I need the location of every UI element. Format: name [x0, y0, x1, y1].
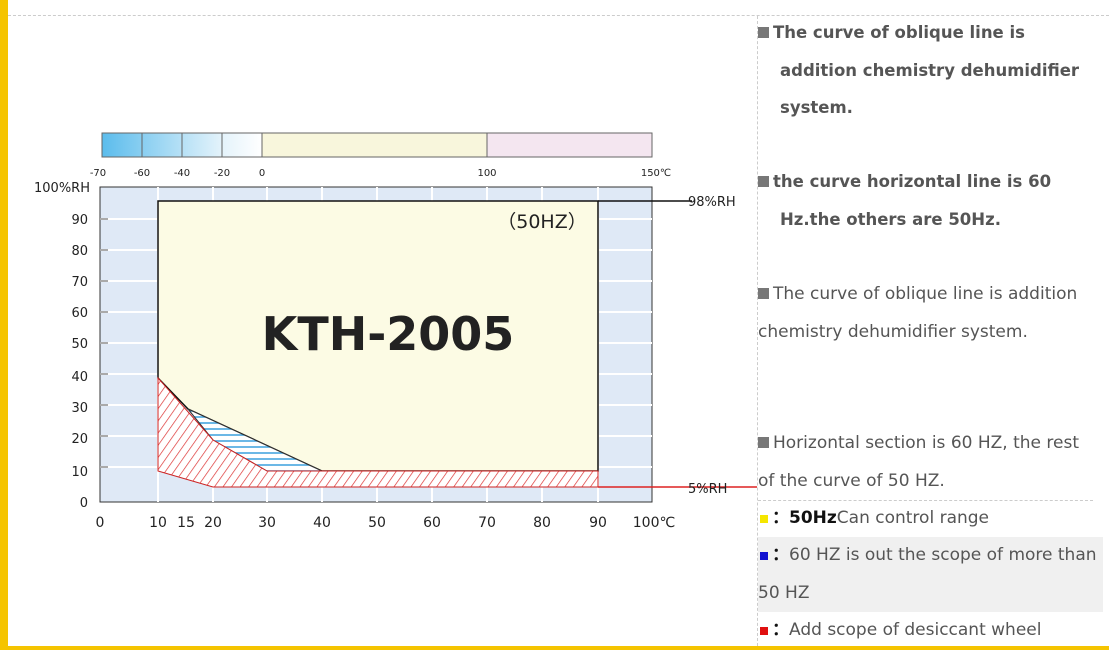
- legend-item: ：50HzCan control range: [758, 500, 989, 538]
- x-label: 80: [533, 515, 551, 531]
- legend-text: Add scope of desiccant wheel: [789, 620, 1042, 640]
- legend-text: 60 HZ is out the scope of more than 50 H…: [758, 545, 1097, 603]
- x-label: 90: [589, 515, 607, 531]
- lower-limit: 5%RH: [688, 482, 727, 497]
- y-label: 70: [71, 275, 88, 290]
- y-label: 20: [71, 432, 88, 447]
- temp-label: 0: [259, 168, 265, 179]
- note: the curve horizontal line is 60 Hz.the o…: [758, 163, 1090, 238]
- y-label: 90: [71, 213, 88, 228]
- y-label: 40: [71, 370, 88, 385]
- temp-label: -40: [174, 168, 190, 179]
- temp-label: 100: [477, 168, 496, 179]
- y-label: 30: [71, 401, 88, 416]
- x-label: 40: [313, 515, 331, 531]
- x-label: 100℃: [633, 515, 675, 531]
- note-text: the curve horizontal line is 60 Hz.the o…: [773, 172, 1052, 229]
- y-label: 0: [80, 496, 88, 511]
- legend-key: 50Hz: [789, 508, 837, 528]
- temperature-bar: [101, 132, 653, 158]
- upper-limit: 98%RH: [688, 195, 736, 210]
- legend-item: ：Add scope of desiccant wheel: [758, 612, 1041, 650]
- note-text: Horizontal section is 60 HZ, the rest of…: [758, 433, 1079, 491]
- y-label: 100%RH: [34, 181, 90, 196]
- note: The curve of oblique line is addition ch…: [758, 14, 1080, 127]
- y-label: 60: [71, 306, 88, 321]
- y-label: 50: [71, 337, 88, 352]
- yellow-border-bottom: [0, 646, 1109, 650]
- legend-marker: ：: [772, 620, 789, 640]
- mode-label: （50HZ）: [497, 211, 586, 233]
- temp-label: 150℃: [641, 168, 671, 179]
- x-label: 60: [423, 515, 441, 531]
- x-label: 30: [258, 515, 276, 531]
- desiccant-range: [157, 376, 599, 488]
- note-text: The curve of oblique line is addition ch…: [773, 23, 1080, 117]
- y-label: 80: [71, 244, 88, 259]
- notes-column: The curve of oblique line is addition ch…: [757, 16, 1109, 646]
- temp-label: -70: [90, 168, 106, 179]
- diagram: -70 -60 -40 -20 0 100 150℃: [34, 132, 757, 531]
- separator: [8, 15, 1109, 16]
- temp-label: -60: [134, 168, 150, 179]
- x-label: 50: [368, 515, 386, 531]
- x-label: 70: [478, 515, 496, 531]
- legend-item: ：60 HZ is out the scope of more than 50 …: [758, 537, 1103, 612]
- note-text: The curve of oblique line is addition ch…: [758, 284, 1078, 342]
- x-label: 10: [149, 515, 167, 531]
- x-label: 15: [177, 515, 195, 531]
- legend-text: Can control range: [836, 508, 990, 528]
- note: The curve of oblique line is addition ch…: [758, 276, 1078, 351]
- y-label: 10: [71, 465, 88, 480]
- model: KTH-2005: [262, 307, 515, 361]
- legend-marker: ：: [772, 545, 789, 565]
- note: Horizontal section is 60 HZ, the rest of…: [758, 425, 1093, 501]
- x-label: 20: [204, 515, 222, 531]
- yellow-border-left: [0, 0, 8, 650]
- x-label: 0: [96, 515, 105, 531]
- temp-label: -20: [214, 168, 230, 179]
- legend-marker: ：: [772, 508, 789, 528]
